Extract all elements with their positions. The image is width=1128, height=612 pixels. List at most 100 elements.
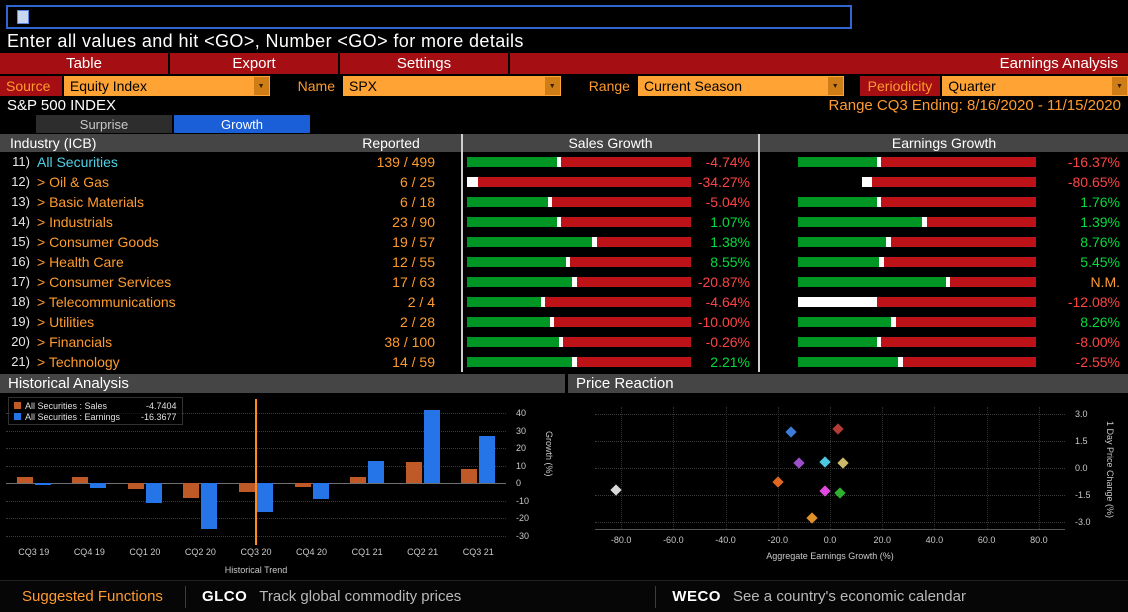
bar-segment — [902, 357, 1036, 367]
bar-segment — [540, 297, 546, 307]
sales-growth-cell: 2.21% — [461, 352, 758, 372]
bar-segment — [881, 197, 1036, 207]
bar-segment — [596, 237, 691, 247]
x-tick-label: 20.0 — [873, 535, 891, 545]
x-tick-label: CQ4 20 — [296, 547, 328, 557]
sales-growth-bar — [467, 317, 691, 327]
scatter-point — [819, 456, 831, 468]
sales-growth-value: 8.55% — [710, 254, 750, 270]
industry-column-header[interactable]: Industry (ICB) — [10, 135, 97, 151]
scatter-point — [832, 422, 844, 435]
function-glco[interactable]: GLCO — [201, 588, 248, 605]
tab-growth[interactable]: Growth — [174, 115, 310, 133]
table-row[interactable]: 17) > Consumer Services 17 / 63 -20.87% N.M. — [0, 272, 1128, 292]
earnings-bar — [368, 460, 385, 484]
table-row[interactable]: 12) > Oil & Gas 6 / 25 -34.27% -80.65% — [0, 172, 1128, 192]
filter-bar: Source Equity Index ▼ Name SPX ▼ Range C… — [0, 76, 1128, 96]
earnings-growth-value: -80.65% — [1067, 174, 1120, 190]
earnings-growth-cell: -16.37% — [758, 152, 1128, 172]
table-button[interactable]: Table — [0, 53, 168, 74]
name-dropdown[interactable]: SPX ▼ — [343, 76, 561, 96]
sales-growth-value: -34.27% — [697, 174, 750, 190]
sales-growth-value: 1.07% — [710, 214, 750, 230]
bar-segment — [558, 337, 564, 347]
bar-segment — [798, 297, 877, 307]
earnings-growth-cell: N.M. — [758, 272, 1128, 292]
sales-growth-value: -0.26% — [705, 334, 750, 350]
earnings-growth-cell: -2.55% — [758, 352, 1128, 372]
bar-segment — [878, 257, 884, 267]
reported-count: 6 / 25 — [399, 174, 435, 190]
table-header: Industry (ICB) Reported Sales Growth Ear… — [0, 134, 1128, 152]
bar-segment — [798, 277, 946, 287]
tab-bar: Surprise Growth — [36, 115, 312, 133]
table-row[interactable]: 16) > Health Care 12 / 55 8.55% 5.45% — [0, 252, 1128, 272]
source-dropdown[interactable]: Equity Index ▼ — [63, 76, 270, 96]
function-weco[interactable]: WECO — [672, 588, 721, 605]
y-tick-label: 1.5 — [1075, 436, 1088, 447]
table-row[interactable]: 21) > Technology 14 / 59 2.21% -2.55% — [0, 352, 1128, 372]
earnings-growth-bar — [798, 317, 1036, 327]
legend-swatch — [14, 413, 21, 420]
table-row[interactable]: 18) > Telecommunications 2 / 4 -4.64% -12.08… — [0, 292, 1128, 312]
range-dropdown[interactable]: Current Season ▼ — [637, 76, 844, 96]
reported-column-header[interactable]: Reported — [362, 135, 420, 151]
table-row[interactable]: 15) > Consumer Goods 19 / 57 1.38% 8.76% — [0, 232, 1128, 252]
y-tick-label: -20 — [516, 513, 530, 524]
industry-table: 11) All Securities 139 / 499 -4.74% -16.37% 1… — [0, 152, 1128, 372]
x-tick-label: CQ2 20 — [184, 547, 216, 557]
industry-name: All Securities — [37, 154, 118, 170]
row-number: 16) — [11, 254, 30, 269]
table-row[interactable]: 13) > Basic Materials 6 / 18 -5.04% 1.76% — [0, 192, 1128, 212]
industry-name: > Technology — [37, 354, 120, 370]
sales-growth-bar — [467, 197, 691, 207]
historical-analysis-header: Historical Analysis — [0, 374, 565, 393]
legend-item: All Securities : Earnings -16.3677 — [14, 411, 177, 422]
sales-growth-column-header[interactable]: Sales Growth — [463, 134, 758, 152]
sales-growth-cell: 1.38% — [461, 232, 758, 252]
bar-segment — [467, 257, 566, 267]
periodicity-dropdown[interactable]: Quarter ▼ — [942, 76, 1128, 96]
settings-button[interactable]: Settings — [340, 53, 508, 74]
reported-count: 17 / 63 — [392, 274, 435, 290]
table-row[interactable]: 20) > Financials 38 / 100 -0.26% -8.00% — [0, 332, 1128, 352]
bar-segment — [876, 297, 1036, 307]
bar-segment — [556, 217, 562, 227]
row-number: 20) — [11, 334, 30, 349]
bar-segment — [897, 357, 903, 367]
source-value: Equity Index — [69, 78, 147, 94]
sales-bar — [72, 477, 89, 484]
scatter-point — [837, 456, 849, 469]
earnings-growth-column-header[interactable]: Earnings Growth — [760, 134, 1128, 152]
row-number: 19) — [11, 314, 30, 329]
sales-growth-cell: 1.07% — [461, 212, 758, 232]
sales-growth-value: -5.04% — [705, 194, 750, 210]
bar-segment — [798, 257, 879, 267]
bar-segment — [467, 277, 573, 287]
earnings-growth-cell: 8.26% — [758, 312, 1128, 332]
earnings-growth-value: 1.76% — [1080, 194, 1120, 210]
x-axis-label: Historical Trend — [224, 565, 288, 575]
earnings-growth-bar — [798, 197, 1036, 207]
x-tick-label: CQ1 20 — [129, 547, 161, 557]
table-row[interactable]: 14) > Industrials 23 / 90 1.07% 1.39% — [0, 212, 1128, 232]
command-line-input[interactable] — [6, 5, 852, 29]
y-tick-label: 3.0 — [1075, 409, 1088, 420]
info-row: S&P 500 INDEX Range CQ3 Ending: 8/16/202… — [0, 96, 1128, 115]
industry-name: > Health Care — [37, 254, 124, 270]
reported-count: 2 / 4 — [407, 294, 435, 310]
bar-segment — [881, 337, 1036, 347]
earnings-growth-value: -2.55% — [1075, 354, 1120, 370]
row-number: 14) — [11, 214, 30, 229]
name-value: SPX — [349, 78, 378, 94]
bar-segment — [570, 257, 691, 267]
export-button[interactable]: Export — [170, 53, 338, 74]
earnings-bar — [201, 483, 218, 529]
table-row[interactable]: 11) All Securities 139 / 499 -4.74% -16.37% — [0, 152, 1128, 172]
bar-segment — [467, 297, 541, 307]
x-tick-label: CQ4 19 — [73, 547, 105, 557]
tab-surprise[interactable]: Surprise — [36, 115, 172, 133]
earnings-bar — [90, 483, 107, 488]
table-row[interactable]: 19) > Utilities 2 / 28 -10.00% 8.26% — [0, 312, 1128, 332]
